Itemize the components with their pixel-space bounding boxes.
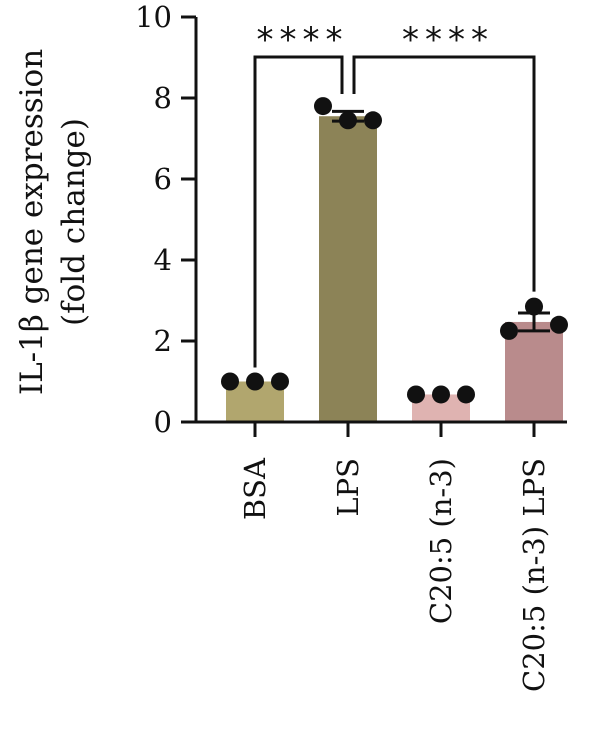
data-point-3-1 bbox=[525, 297, 543, 316]
x-category-label-3: C20:5 (n-3) LPS bbox=[517, 458, 551, 692]
data-point-2-1 bbox=[432, 385, 450, 404]
x-category-label-0: BSA bbox=[238, 457, 272, 520]
y-axis-label-line2: (fold change) bbox=[56, 118, 92, 326]
data-point-1-1 bbox=[339, 111, 357, 130]
bars-layer bbox=[226, 116, 563, 422]
y-axis: 0 2 4 6 8 10 bbox=[135, 0, 198, 439]
data-points-layer bbox=[221, 97, 568, 404]
y-tick-label-5: 10 bbox=[135, 0, 172, 34]
data-point-2-0 bbox=[407, 385, 425, 404]
significance-label-1: **** bbox=[402, 20, 494, 60]
y-tick-label-3: 6 bbox=[154, 162, 172, 196]
data-point-3-2 bbox=[550, 315, 568, 334]
data-point-2-2 bbox=[457, 385, 475, 404]
y-axis-label-line1: IL-1β gene expression bbox=[14, 49, 50, 395]
data-point-0-2 bbox=[271, 372, 289, 391]
significance-annotations: **** **** bbox=[253, 20, 536, 368]
data-point-3-0 bbox=[500, 321, 518, 340]
bar-3 bbox=[505, 321, 563, 422]
significance-label-0: **** bbox=[257, 20, 349, 60]
x-axis-categories: BSA LPS C20:5 (n-3) C20:5 (n-3) LPS bbox=[196, 420, 567, 692]
y-tick-label-4: 8 bbox=[154, 81, 172, 115]
data-point-0-1 bbox=[246, 372, 264, 391]
x-category-label-1: LPS bbox=[331, 458, 365, 517]
data-point-0-0 bbox=[221, 372, 239, 391]
y-tick-label-2: 4 bbox=[154, 243, 172, 277]
y-axis-label: IL-1β gene expression (fold change) bbox=[14, 49, 92, 395]
y-tick-label-0: 0 bbox=[154, 405, 172, 439]
x-category-label-2: C20:5 (n-3) bbox=[424, 458, 458, 624]
significance-bracket-1 bbox=[352, 55, 536, 292]
bar-1 bbox=[319, 116, 377, 422]
data-point-1-2 bbox=[364, 111, 382, 130]
y-tick-label-1: 2 bbox=[154, 324, 172, 358]
data-point-1-0 bbox=[314, 97, 332, 116]
significance-bracket-0 bbox=[253, 55, 344, 368]
